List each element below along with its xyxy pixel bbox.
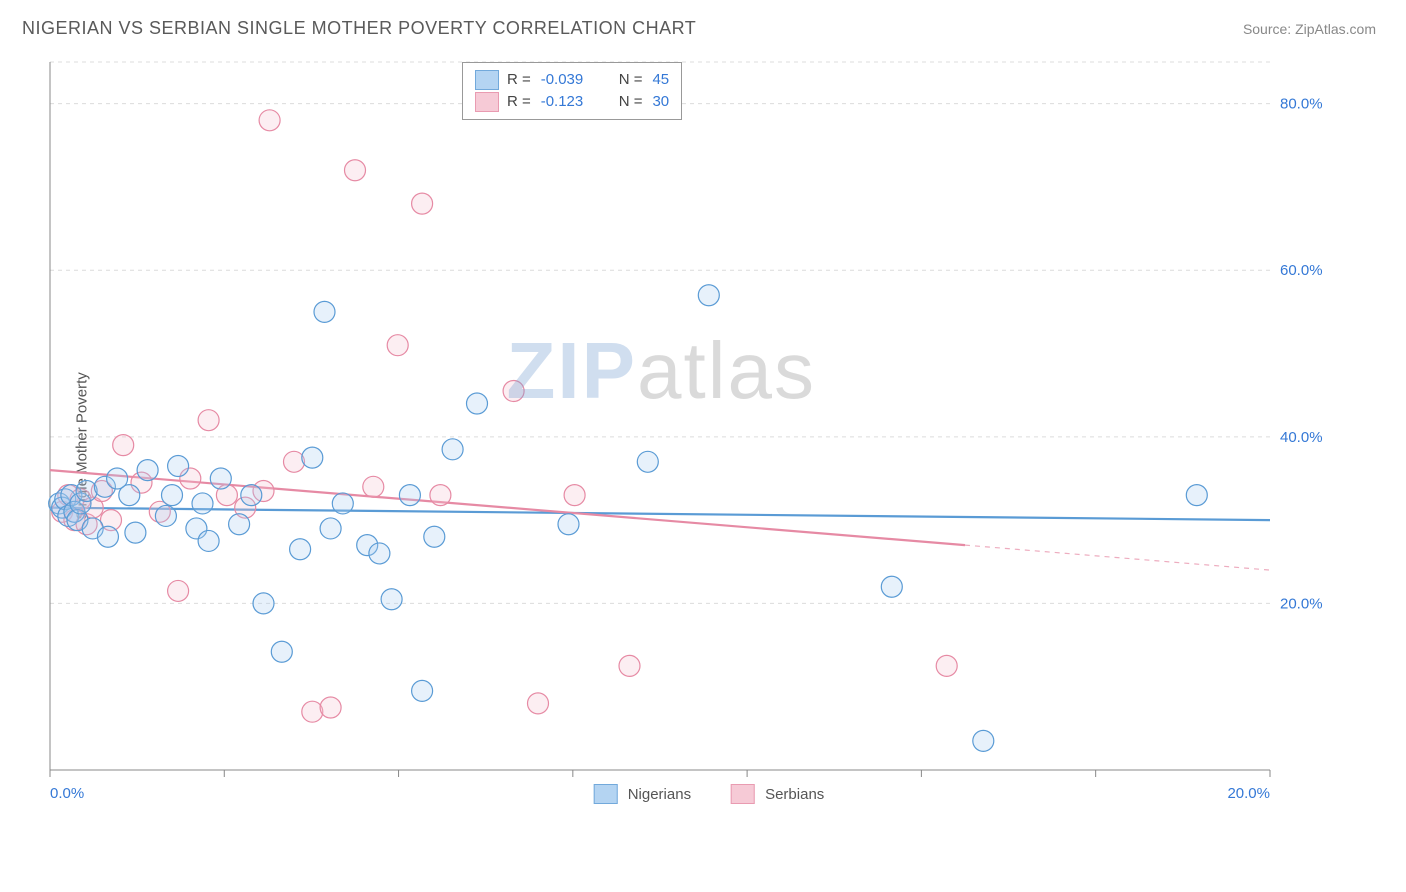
chart-header: NIGERIAN VS SERBIAN SINGLE MOTHER POVERT… — [0, 0, 1406, 39]
source-name: ZipAtlas.com — [1295, 21, 1376, 37]
legend-swatch — [731, 784, 755, 804]
legend-swatch — [594, 784, 618, 804]
legend-row: R = -0.123 N = 30 — [475, 91, 669, 113]
legend-r-label: R = — [507, 69, 531, 91]
correlation-legend: R = -0.039 N = 45 R = -0.123 N = 30 — [462, 62, 682, 120]
legend-r-value: -0.123 — [541, 91, 601, 113]
svg-text:60.0%: 60.0% — [1280, 262, 1323, 279]
legend-r-value: -0.039 — [541, 69, 601, 91]
chart-title: NIGERIAN VS SERBIAN SINGLE MOTHER POVERT… — [22, 18, 696, 39]
legend-item: Serbians — [731, 784, 824, 804]
legend-n-label: N = — [619, 91, 643, 113]
legend-row: R = -0.039 N = 45 — [475, 69, 669, 91]
legend-n-value: 30 — [652, 91, 669, 113]
svg-text:0.0%: 0.0% — [50, 785, 84, 802]
legend-n-label: N = — [619, 69, 643, 91]
legend-item: Nigerians — [594, 784, 691, 804]
plot-area: 20.0% 40.0% 60.0% 80.0% 0.0% 20.0% R = -0.039 N… — [44, 56, 1374, 826]
legend-swatch — [475, 92, 499, 112]
svg-text:80.0%: 80.0% — [1280, 96, 1323, 113]
svg-text:40.0%: 40.0% — [1280, 429, 1323, 446]
svg-text:20.0%: 20.0% — [1227, 785, 1270, 802]
legend-r-label: R = — [507, 91, 531, 113]
series-legend: Nigerians Serbians — [594, 784, 825, 804]
source-attribution: Source: ZipAtlas.com — [1243, 21, 1376, 37]
legend-series-name: Nigerians — [628, 786, 691, 803]
svg-text:20.0%: 20.0% — [1280, 595, 1323, 612]
legend-swatch — [475, 70, 499, 90]
source-prefix: Source: — [1243, 21, 1295, 37]
scatter-chart-svg: 20.0% 40.0% 60.0% 80.0% 0.0% 20.0% — [44, 56, 1330, 816]
legend-n-value: 45 — [652, 69, 669, 91]
legend-series-name: Serbians — [765, 786, 824, 803]
